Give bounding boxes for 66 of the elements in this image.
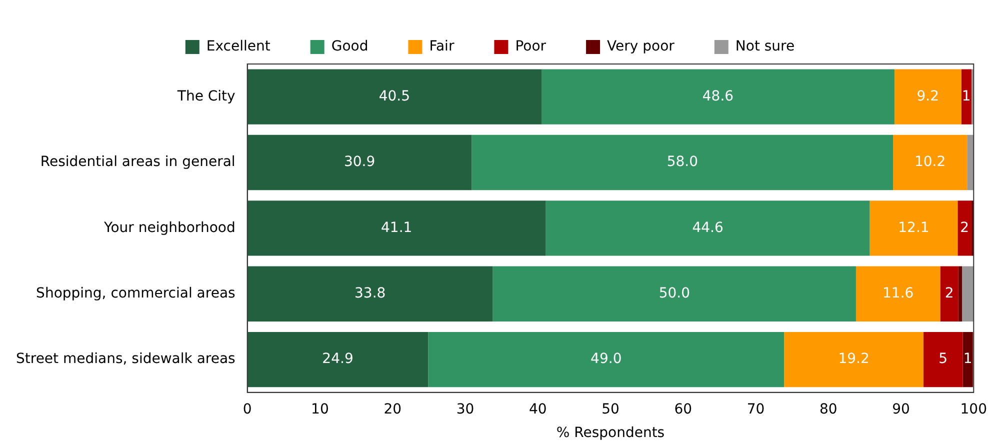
data-label: 2 [960,220,970,236]
data-label: 5 [938,351,948,368]
bar [472,134,894,190]
x-tick-label: 50 [602,401,620,418]
data-label: 1 [962,88,971,104]
data-label: 44.6 [692,220,724,236]
legend-label: Not sure [735,38,795,55]
x-tick-label: 30 [456,401,474,418]
data-label: 9.2 [916,88,940,104]
y-tick-label: Shopping, commercial areas [36,286,236,302]
y-tick-label: Street medians, sidewalk areas [16,351,236,368]
bar [958,266,962,322]
data-label: 11.6 [882,286,914,302]
x-tick-label: 40 [528,401,547,418]
bar [784,332,924,388]
x-tick-label: 90 [892,401,910,418]
bar [940,266,958,322]
data-label: 24.9 [322,351,354,368]
bar [541,69,894,124]
data-label: 2 [944,286,954,302]
x-axis-title: % Respondents [556,425,665,442]
x-tick-label: 100 [960,401,988,418]
x-tick-label: 0 [242,401,252,418]
x-tick-label: 60 [674,401,692,418]
bar [428,332,784,388]
data-label: 40.5 [378,88,410,104]
bar [546,200,870,256]
legend-label: Good [331,38,368,55]
bar [962,266,974,322]
legend-label: Poor [515,38,546,55]
x-tick-label: 80 [819,401,838,418]
bar [961,69,972,124]
legend-label: Excellent [206,38,271,55]
data-label: 50.0 [658,286,690,302]
bar [247,134,472,190]
data-label: 33.8 [354,286,386,302]
data-label: 49.0 [590,351,622,368]
y-tick-label: Residential areas in general [40,154,236,170]
bar [958,200,972,256]
legend-label: Fair [429,38,454,55]
legend-label: Very poor [607,38,675,55]
x-tick-label: 70 [746,401,765,418]
data-label: 30.9 [344,154,376,170]
data-label: 41.1 [381,220,412,236]
bar [247,200,546,256]
bar [247,332,428,388]
y-tick-label: The City [176,88,236,104]
bar [247,266,493,322]
bar [893,134,968,190]
bar [247,69,542,124]
data-label: 58.0 [666,154,698,170]
bar [967,134,974,190]
x-tick-label: 20 [384,401,402,418]
bar [894,69,962,124]
data-label: 10.2 [914,154,946,170]
data-label: 12.1 [898,220,930,236]
bar [492,266,856,322]
x-tick-label: 10 [311,401,329,418]
y-tick-label: Your neighborhood [103,220,236,236]
bar [870,200,958,256]
bar [856,266,940,322]
bar [924,332,963,388]
bar [962,332,973,388]
data-label: 1 [963,351,972,368]
data-label: 19.2 [838,351,870,368]
data-label: 48.6 [702,88,734,104]
